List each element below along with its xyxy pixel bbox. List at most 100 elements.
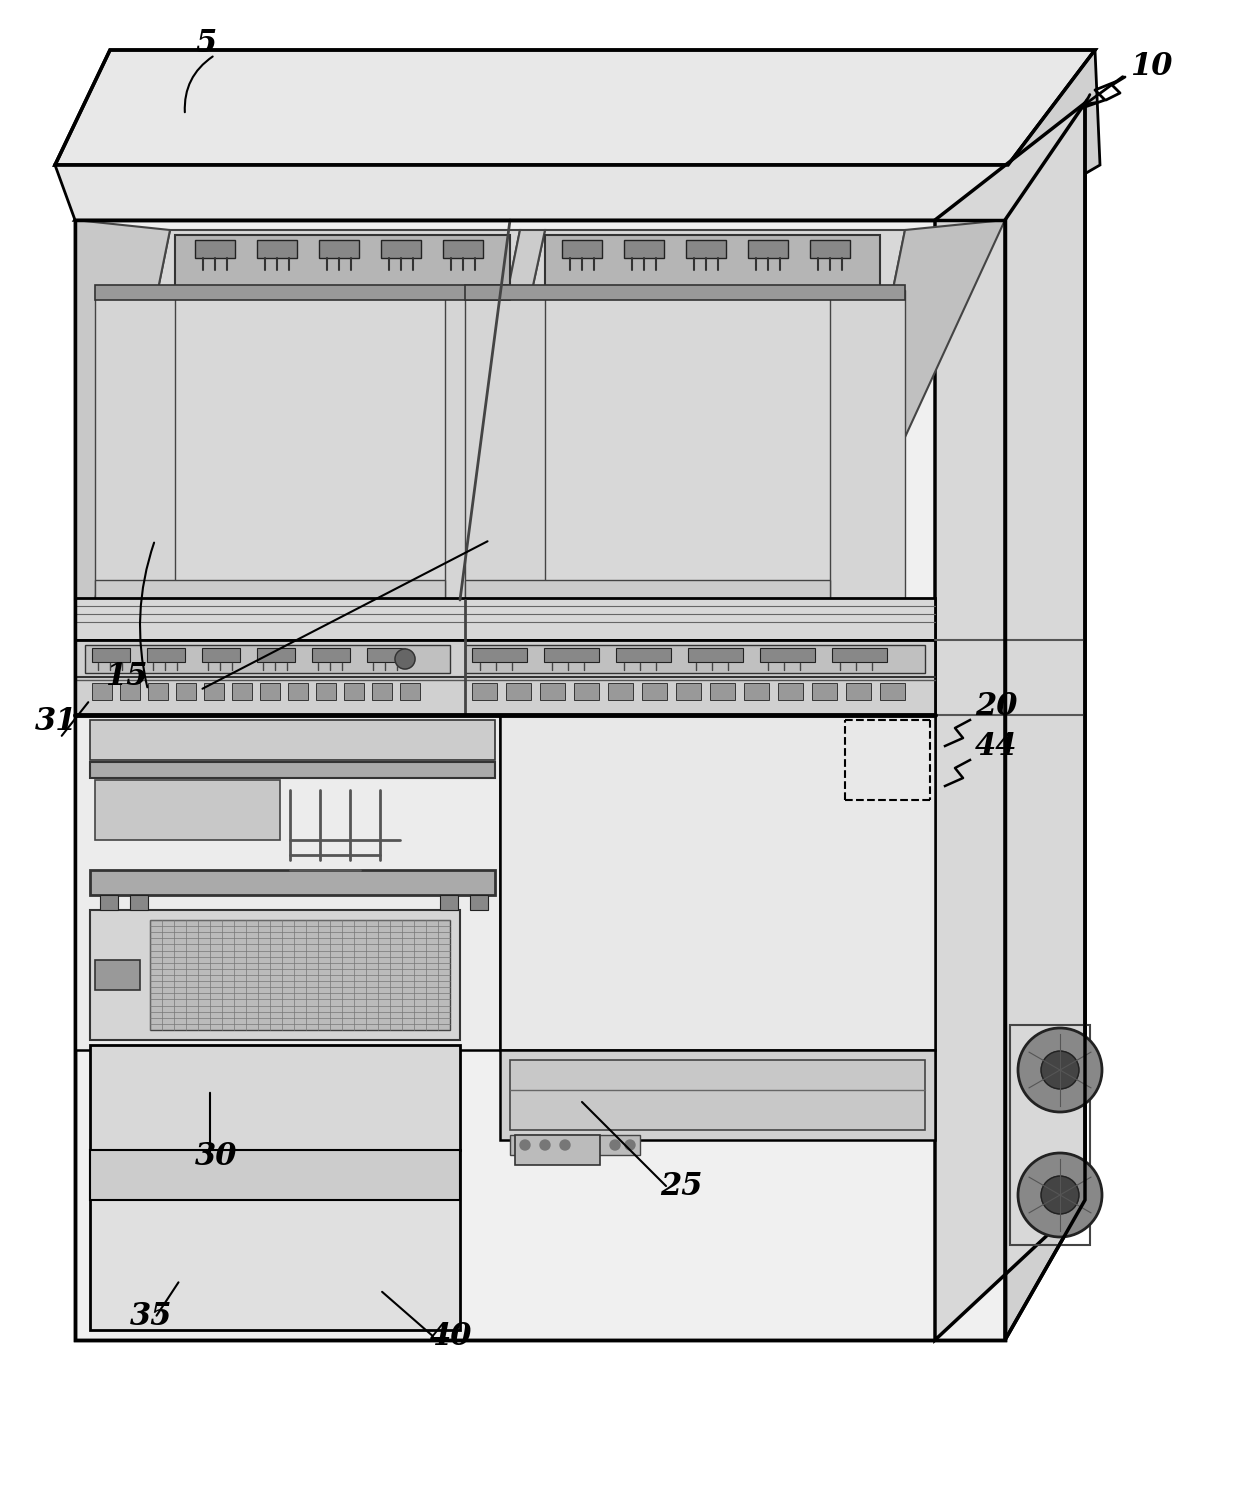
Text: 30: 30 [195, 1141, 238, 1172]
Polygon shape [74, 597, 935, 641]
Polygon shape [830, 220, 1004, 600]
Polygon shape [74, 641, 935, 716]
Polygon shape [74, 716, 500, 1049]
Circle shape [1018, 1153, 1102, 1237]
Circle shape [610, 1141, 620, 1150]
Polygon shape [148, 648, 185, 662]
Polygon shape [74, 220, 1004, 1340]
Polygon shape [500, 716, 935, 1049]
Text: 40: 40 [430, 1320, 472, 1352]
Text: 20: 20 [975, 692, 1018, 722]
Polygon shape [744, 683, 769, 701]
Polygon shape [465, 290, 546, 600]
Text: 5: 5 [195, 28, 216, 58]
Polygon shape [92, 648, 130, 662]
Polygon shape [880, 683, 905, 701]
Polygon shape [608, 683, 632, 701]
Polygon shape [1004, 103, 1085, 1340]
Polygon shape [688, 648, 743, 662]
Polygon shape [312, 648, 350, 662]
Polygon shape [202, 648, 241, 662]
Polygon shape [91, 720, 495, 760]
Polygon shape [445, 290, 510, 600]
Polygon shape [515, 1135, 600, 1165]
Polygon shape [686, 240, 725, 257]
Polygon shape [465, 284, 905, 299]
Circle shape [625, 1141, 635, 1150]
Polygon shape [175, 235, 510, 290]
Polygon shape [935, 103, 1085, 1340]
Circle shape [520, 1141, 529, 1150]
Polygon shape [86, 645, 450, 674]
Polygon shape [92, 683, 112, 701]
Polygon shape [91, 762, 495, 778]
Polygon shape [319, 240, 360, 257]
Polygon shape [288, 683, 308, 701]
Polygon shape [616, 648, 671, 662]
Polygon shape [539, 683, 565, 701]
Polygon shape [748, 240, 787, 257]
Polygon shape [91, 870, 495, 895]
Polygon shape [470, 895, 489, 910]
Polygon shape [91, 910, 460, 1040]
Text: 44: 44 [975, 731, 1018, 762]
Text: 31: 31 [35, 707, 77, 737]
Polygon shape [95, 780, 280, 840]
Text: 25: 25 [660, 1171, 703, 1202]
Polygon shape [472, 683, 497, 701]
Circle shape [1042, 1177, 1079, 1214]
Polygon shape [777, 683, 804, 701]
Polygon shape [381, 240, 422, 257]
Polygon shape [506, 683, 531, 701]
Polygon shape [95, 960, 140, 990]
Polygon shape [91, 1045, 460, 1150]
Polygon shape [55, 49, 1095, 165]
Polygon shape [810, 240, 849, 257]
Polygon shape [316, 683, 336, 701]
Polygon shape [465, 645, 925, 674]
Polygon shape [711, 683, 735, 701]
Polygon shape [544, 648, 599, 662]
Polygon shape [74, 220, 170, 600]
Polygon shape [546, 235, 880, 290]
Polygon shape [676, 683, 701, 701]
Polygon shape [95, 290, 175, 600]
Polygon shape [95, 579, 445, 600]
Polygon shape [445, 231, 546, 600]
Polygon shape [95, 284, 510, 299]
Polygon shape [150, 921, 450, 1030]
Polygon shape [367, 648, 405, 662]
Polygon shape [562, 240, 601, 257]
Polygon shape [440, 895, 458, 910]
Polygon shape [1004, 49, 1100, 220]
Polygon shape [510, 1135, 640, 1156]
Polygon shape [760, 648, 815, 662]
Polygon shape [74, 103, 1085, 220]
Circle shape [539, 1141, 551, 1150]
Polygon shape [846, 683, 870, 701]
Polygon shape [260, 683, 280, 701]
Polygon shape [443, 240, 484, 257]
Polygon shape [624, 240, 663, 257]
Polygon shape [148, 683, 167, 701]
Polygon shape [465, 579, 830, 600]
Polygon shape [91, 1150, 460, 1201]
Polygon shape [642, 683, 667, 701]
Polygon shape [401, 683, 420, 701]
Polygon shape [95, 231, 520, 600]
Text: 10: 10 [1130, 51, 1173, 82]
Polygon shape [472, 648, 527, 662]
Polygon shape [343, 683, 365, 701]
Polygon shape [510, 1060, 925, 1130]
Polygon shape [500, 1049, 935, 1141]
Polygon shape [100, 895, 118, 910]
Polygon shape [91, 1150, 460, 1329]
Polygon shape [465, 231, 905, 600]
Circle shape [1018, 1028, 1102, 1112]
Polygon shape [257, 240, 298, 257]
Polygon shape [812, 683, 837, 701]
Circle shape [560, 1141, 570, 1150]
Polygon shape [372, 683, 392, 701]
Polygon shape [55, 165, 1008, 220]
Polygon shape [830, 290, 905, 600]
